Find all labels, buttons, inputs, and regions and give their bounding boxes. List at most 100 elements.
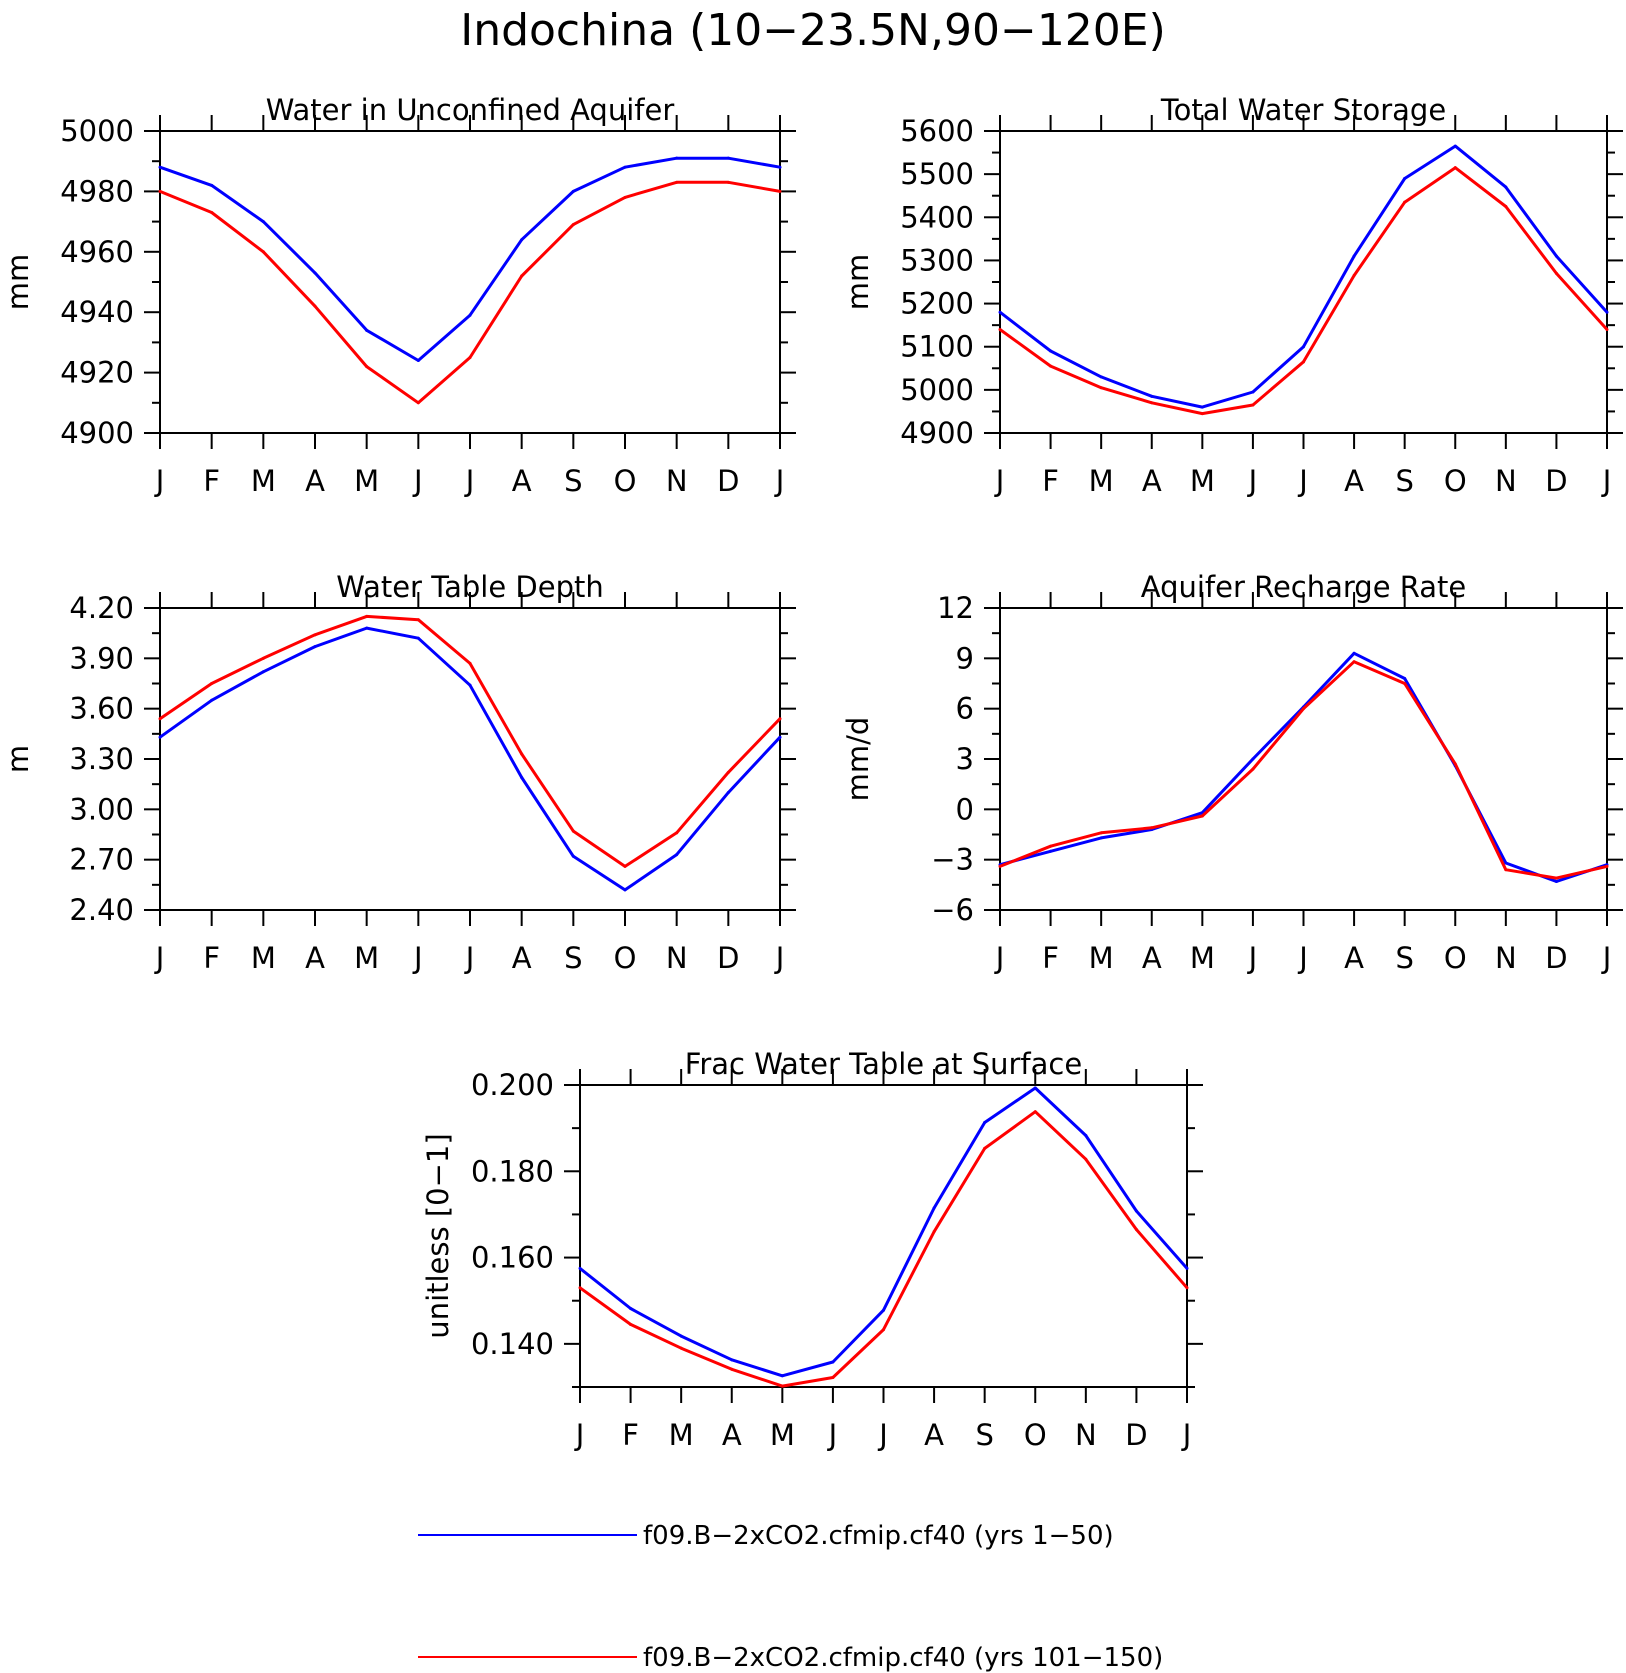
- data-point-series-1: [1352, 651, 1356, 655]
- y-tick-label: 5100: [900, 330, 974, 364]
- data-point-series-2: [1084, 1157, 1088, 1161]
- x-tick-label: J: [412, 941, 423, 975]
- data-point-series-2: [1049, 364, 1053, 368]
- x-tick-label: S: [564, 941, 582, 975]
- data-point-series-1: [675, 853, 679, 857]
- data-point-series-1: [1049, 849, 1053, 853]
- data-point-series-2: [210, 682, 214, 685]
- data-point-series-2: [623, 195, 627, 199]
- x-tick-label: J: [464, 941, 475, 975]
- x-tick-label: D: [717, 941, 739, 975]
- data-point-series-1: [313, 645, 317, 649]
- series-line-2: [999, 660, 1608, 880]
- data-point-series-1: [1134, 1209, 1138, 1213]
- y-tick-label: 4.20: [69, 591, 134, 625]
- data-point-series-2: [468, 356, 472, 359]
- data-point-series-2: [1453, 166, 1457, 170]
- data-point-series-1: [158, 735, 162, 739]
- data-point-series-2: [831, 1376, 835, 1380]
- data-point-series-1: [468, 683, 472, 687]
- data-point-series-2: [1554, 271, 1558, 275]
- data-point-series-2: [468, 661, 472, 665]
- panels: Water in Unconfined Aquifermm49004920494…: [1, 93, 1623, 1452]
- y-tick-label: 5300: [900, 243, 974, 277]
- x-tick-label: O: [1444, 941, 1467, 975]
- data-point-series-1: [571, 854, 575, 858]
- data-point-series-1: [578, 1266, 582, 1270]
- chart-panel-3: Water Table Depthm2.402.703.003.303.603.…: [1, 570, 796, 975]
- data-point-series-1: [726, 791, 730, 795]
- data-point-series-2: [365, 614, 369, 618]
- x-tick-label: J: [412, 464, 423, 498]
- x-tick-label: M: [1190, 464, 1215, 498]
- x-tick-label: J: [1247, 941, 1258, 975]
- x-tick-label: J: [1601, 941, 1612, 975]
- data-point-series-1: [365, 328, 369, 332]
- x-tick-label: M: [251, 941, 276, 975]
- data-point-series-2: [1554, 876, 1558, 880]
- y-axis-label: unitless [0−1]: [421, 1133, 455, 1338]
- data-point-series-2: [520, 752, 524, 756]
- data-point-series-1: [1049, 349, 1053, 353]
- x-tick-label: J: [1181, 1418, 1192, 1452]
- data-point-series-2: [520, 274, 524, 278]
- y-tick-label: 4940: [60, 295, 134, 329]
- data-point-series-1: [726, 156, 730, 160]
- data-point-series-2: [158, 189, 162, 193]
- x-tick-label: N: [666, 941, 688, 975]
- data-point-series-2: [932, 1230, 936, 1234]
- data-point-series-2: [1150, 826, 1154, 830]
- x-tick-label: O: [1024, 1418, 1047, 1452]
- data-point-series-1: [1302, 345, 1305, 349]
- plot-frame: [159, 607, 781, 911]
- x-tick-label: N: [1075, 1418, 1097, 1452]
- data-point-series-1: [983, 1121, 987, 1125]
- data-point-series-2: [1200, 412, 1204, 416]
- x-tick-label: A: [512, 464, 532, 498]
- data-point-series-2: [998, 864, 1002, 868]
- x-tick-label: N: [666, 464, 688, 498]
- data-point-series-1: [679, 1334, 683, 1338]
- data-point-series-2: [210, 211, 214, 215]
- data-point-series-1: [730, 1358, 734, 1362]
- data-point-series-2: [416, 401, 420, 405]
- data-point-series-2: [1200, 814, 1204, 818]
- data-point-series-1: [210, 183, 214, 187]
- data-point-series-2: [1605, 327, 1609, 331]
- x-tick-label: A: [1142, 941, 1162, 975]
- data-point-series-1: [998, 310, 1002, 314]
- data-point-series-2: [571, 223, 575, 227]
- x-tick-label: M: [1190, 941, 1215, 975]
- chart-panel-2: Total Water Storagemm4900500051005200530…: [841, 93, 1623, 498]
- data-point-series-2: [726, 180, 730, 184]
- data-point-series-2: [158, 717, 162, 721]
- x-tick-label: J: [994, 464, 1005, 498]
- data-point-series-2: [780, 1384, 784, 1388]
- y-tick-label: 2.70: [69, 843, 134, 877]
- data-point-series-2: [679, 1346, 683, 1350]
- x-tick-label: F: [1042, 941, 1059, 975]
- x-tick-label: J: [774, 464, 785, 498]
- x-tick-label: J: [827, 1418, 838, 1452]
- x-tick-label: J: [774, 941, 785, 975]
- y-tick-label: 0.200: [471, 1068, 554, 1102]
- y-tick-label: −6: [931, 893, 974, 927]
- data-point-series-1: [1251, 757, 1255, 761]
- data-point-series-2: [1504, 868, 1508, 872]
- data-point-series-2: [365, 365, 369, 369]
- data-point-series-2: [675, 831, 679, 835]
- data-point-series-2: [313, 633, 317, 637]
- x-tick-label: J: [1601, 464, 1612, 498]
- data-point-series-2: [730, 1367, 734, 1371]
- series-line-1: [159, 626, 782, 892]
- plot-frame: [999, 607, 1608, 911]
- data-point-series-2: [1150, 401, 1154, 405]
- x-tick-label: A: [1142, 464, 1162, 498]
- data-point-series-1: [210, 698, 214, 702]
- x-tick-label: O: [614, 464, 637, 498]
- data-point-series-2: [1302, 360, 1305, 364]
- data-point-series-1: [1403, 176, 1407, 180]
- series-line-1: [579, 1086, 1189, 1378]
- x-tick-label: A: [512, 941, 532, 975]
- data-point-series-1: [1084, 1133, 1088, 1137]
